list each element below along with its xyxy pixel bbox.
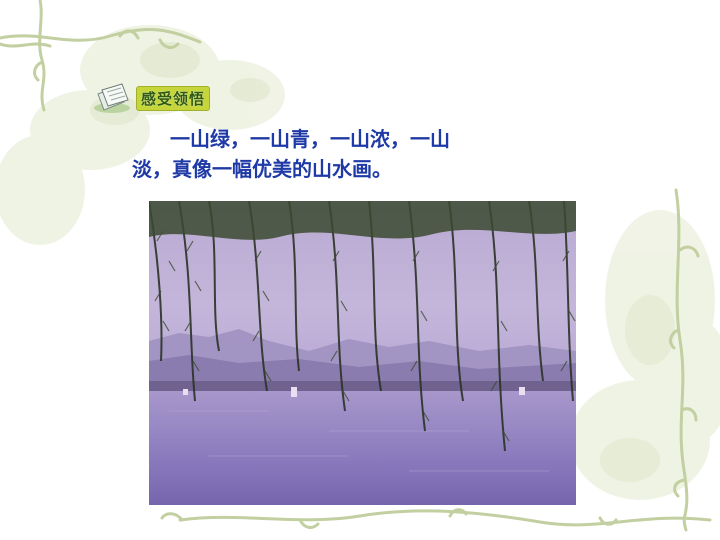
section-title: 感受领悟 [136,85,211,111]
papers-icon [94,83,130,113]
body-line-2: 淡，真像一幅优美的山水画。 [132,157,392,181]
section-header: 感受领悟 [92,80,211,116]
lake-willow-photo [149,201,576,505]
body-line-1: 一山绿，一山青，一山浓，一山 [170,127,450,151]
body-paragraph: 一山绿，一山青，一山浓，一山 淡，真像一幅优美的山水画。 [132,124,552,184]
